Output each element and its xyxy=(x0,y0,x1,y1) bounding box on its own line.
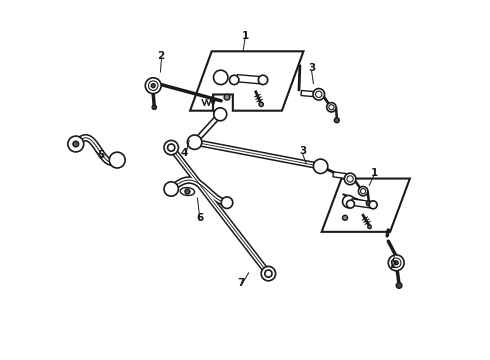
Circle shape xyxy=(261,266,275,281)
Circle shape xyxy=(148,81,158,90)
Circle shape xyxy=(109,152,125,168)
Text: 7: 7 xyxy=(238,278,245,288)
Polygon shape xyxy=(301,90,315,97)
Circle shape xyxy=(343,195,355,208)
Text: 3: 3 xyxy=(299,146,306,156)
Circle shape xyxy=(164,140,178,155)
Circle shape xyxy=(344,173,356,185)
Circle shape xyxy=(396,283,402,288)
Circle shape xyxy=(358,186,368,196)
Circle shape xyxy=(214,70,228,85)
Circle shape xyxy=(346,200,354,208)
Circle shape xyxy=(343,215,347,220)
Ellipse shape xyxy=(180,188,195,195)
Circle shape xyxy=(265,270,272,277)
Circle shape xyxy=(314,159,328,174)
Text: 2: 2 xyxy=(157,51,164,61)
Circle shape xyxy=(361,189,366,194)
Polygon shape xyxy=(351,199,371,208)
Circle shape xyxy=(224,94,230,100)
Circle shape xyxy=(313,89,324,100)
Circle shape xyxy=(347,176,353,182)
Circle shape xyxy=(367,201,371,206)
Circle shape xyxy=(188,136,201,149)
Circle shape xyxy=(187,135,202,149)
Circle shape xyxy=(221,197,233,208)
Circle shape xyxy=(258,75,268,85)
Circle shape xyxy=(259,102,263,107)
Text: 2: 2 xyxy=(389,260,396,270)
Circle shape xyxy=(388,255,404,271)
Circle shape xyxy=(369,201,377,209)
Circle shape xyxy=(327,103,336,112)
Text: 3: 3 xyxy=(308,63,315,73)
Text: 4: 4 xyxy=(180,148,188,158)
Polygon shape xyxy=(333,172,348,179)
Circle shape xyxy=(229,75,239,85)
Circle shape xyxy=(334,118,339,123)
Circle shape xyxy=(392,258,401,267)
Circle shape xyxy=(368,225,371,229)
Circle shape xyxy=(329,105,334,110)
Text: 1: 1 xyxy=(371,168,378,178)
Polygon shape xyxy=(237,75,261,84)
Circle shape xyxy=(68,136,84,152)
Circle shape xyxy=(145,78,161,94)
Circle shape xyxy=(151,84,155,88)
Circle shape xyxy=(185,189,190,194)
Circle shape xyxy=(152,105,156,109)
Polygon shape xyxy=(321,179,410,232)
Circle shape xyxy=(164,182,178,196)
Circle shape xyxy=(394,261,398,265)
Circle shape xyxy=(316,91,322,98)
Polygon shape xyxy=(190,51,303,111)
Text: 6: 6 xyxy=(196,213,204,223)
Circle shape xyxy=(73,141,79,147)
Text: 1: 1 xyxy=(242,31,248,41)
Circle shape xyxy=(214,108,227,121)
Text: 5: 5 xyxy=(98,150,105,160)
Circle shape xyxy=(168,144,175,151)
